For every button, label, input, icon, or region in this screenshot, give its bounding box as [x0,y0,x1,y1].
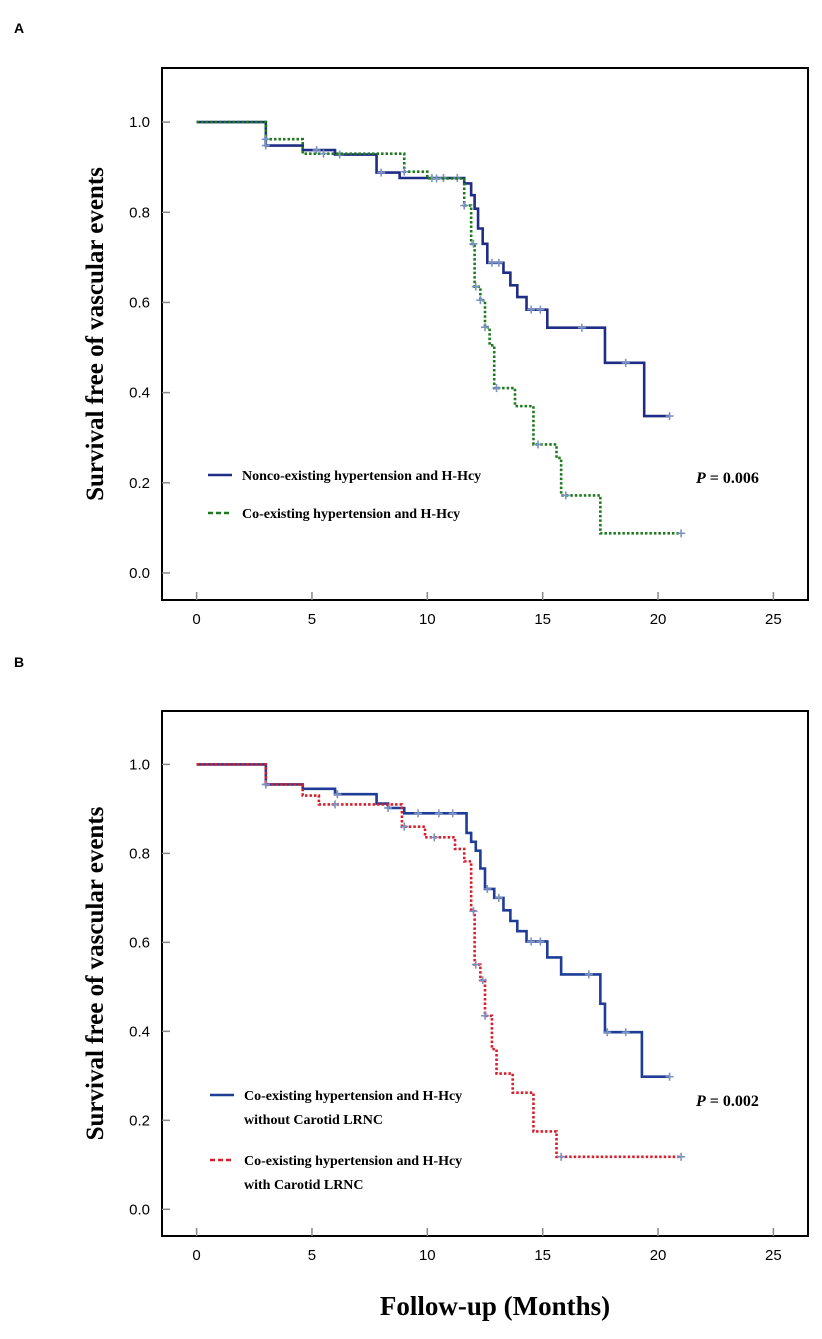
censor-mark [677,1152,686,1161]
legend-label-1: Nonco-existing hypertension and H-Hcy [242,469,481,484]
y-tick-label: 0.0 [129,1201,150,1218]
y-axis-label: Survival free of vascular events [82,167,109,501]
censor-mark [331,800,340,809]
censor-mark [483,884,492,893]
censor-mark [478,976,487,985]
x-tick-label: 0 [192,611,200,628]
y-tick-label: 0.6 [129,294,150,311]
x-tick-label: 10 [419,1247,436,1264]
y-tick-label: 0.0 [129,565,150,582]
x-tick-label: 0 [192,1247,200,1264]
y-tick-label: 0.4 [129,385,150,402]
series-line-1 [196,120,670,418]
panel-b-label: B [14,654,25,670]
legend-label-2-line2: with Carotid LRNC [244,1178,364,1193]
censor-mark [261,780,270,789]
censor-mark [557,1152,566,1161]
censor-mark [312,146,321,155]
censor-mark [434,809,443,818]
x-tick-label: 20 [650,611,667,628]
y-tick-label: 1.0 [129,756,150,773]
x-tick-label: 15 [534,611,551,628]
censor-mark [432,174,441,183]
legend-label-2: Co-existing hypertension and H-Hcy [244,1154,462,1169]
p-value-symbol: P [695,470,706,487]
censor-mark [487,258,496,267]
censor-mark [584,970,593,979]
censor-mark [494,893,503,902]
censor-mark [527,305,536,314]
panel-a-label: A [14,20,25,36]
censor-mark [665,1072,674,1081]
censor-mark [621,358,630,367]
x-tick-label: 25 [765,1247,782,1264]
y-tick-label: 0.2 [129,1112,150,1129]
censor-mark [665,412,674,421]
legend-label-2: Co-existing hypertension and H-Hcy [242,507,460,522]
x-tick-label: 10 [419,611,436,628]
censor-mark [534,440,543,449]
censor-mark [471,282,480,291]
censor-mark [621,1028,630,1037]
x-tick-label: 15 [534,1247,551,1264]
x-tick-label: 20 [650,1247,667,1264]
legend-label-1-line2: without Carotid LRNC [244,1113,383,1128]
censor-mark [400,167,409,176]
y-tick-label: 0.6 [129,934,150,951]
censor-mark [430,833,439,842]
censor-mark [527,937,536,946]
plot-frame [161,67,809,601]
censor-mark [469,907,478,916]
censor-mark [400,822,409,831]
censor-mark [469,239,478,248]
censor-mark [460,201,469,210]
censor-mark [414,809,423,818]
y-tick-label: 0.2 [129,475,150,492]
y-tick-label: 0.4 [129,1023,150,1040]
censor-mark [561,491,570,500]
chart-b: 0 5 10 15 20 25 0.0 0.2 0.4 0.6 0.8 1.0 Follow-up (M… [82,710,809,1321]
legend-label-1: Co-existing hypertension and H-Hcy [244,1089,462,1104]
p-value-text: = 0.006 [706,470,759,487]
censor-mark [603,1028,612,1037]
y-tick-label: 0.8 [129,204,150,221]
series-line-1 [196,763,670,1079]
censor-mark [476,296,485,305]
y-tick-label: 0.8 [129,845,150,862]
censor-mark [319,149,328,158]
censor-mark [333,790,342,799]
p-value-annotation: P = 0.006 [695,470,759,487]
y-tick-label: 1.0 [129,114,150,131]
y-axis-label: Survival free of vascular events [82,806,109,1140]
censor-mark [536,937,545,946]
x-tick-label: 5 [308,611,316,628]
x-tick-label: 5 [308,1247,316,1264]
p-value-text: = 0.002 [706,1093,759,1110]
censor-mark [481,323,489,332]
censor-mark [677,529,686,538]
censor-mark [481,1011,489,1020]
censor-mark [492,384,501,393]
censor-mark [494,258,503,267]
p-value-annotation: P = 0.002 [695,1093,759,1110]
censor-mark [448,809,457,818]
censor-mark [471,960,480,969]
x-axis-label: Follow-up (Months) [380,1291,610,1321]
censor-mark [536,305,545,314]
censor-mark [261,135,270,144]
p-value-symbol: P [695,1093,706,1110]
plot-frame [161,710,809,1237]
x-tick-label: 25 [765,611,782,628]
censor-mark [577,323,586,332]
censor-mark [377,168,386,177]
